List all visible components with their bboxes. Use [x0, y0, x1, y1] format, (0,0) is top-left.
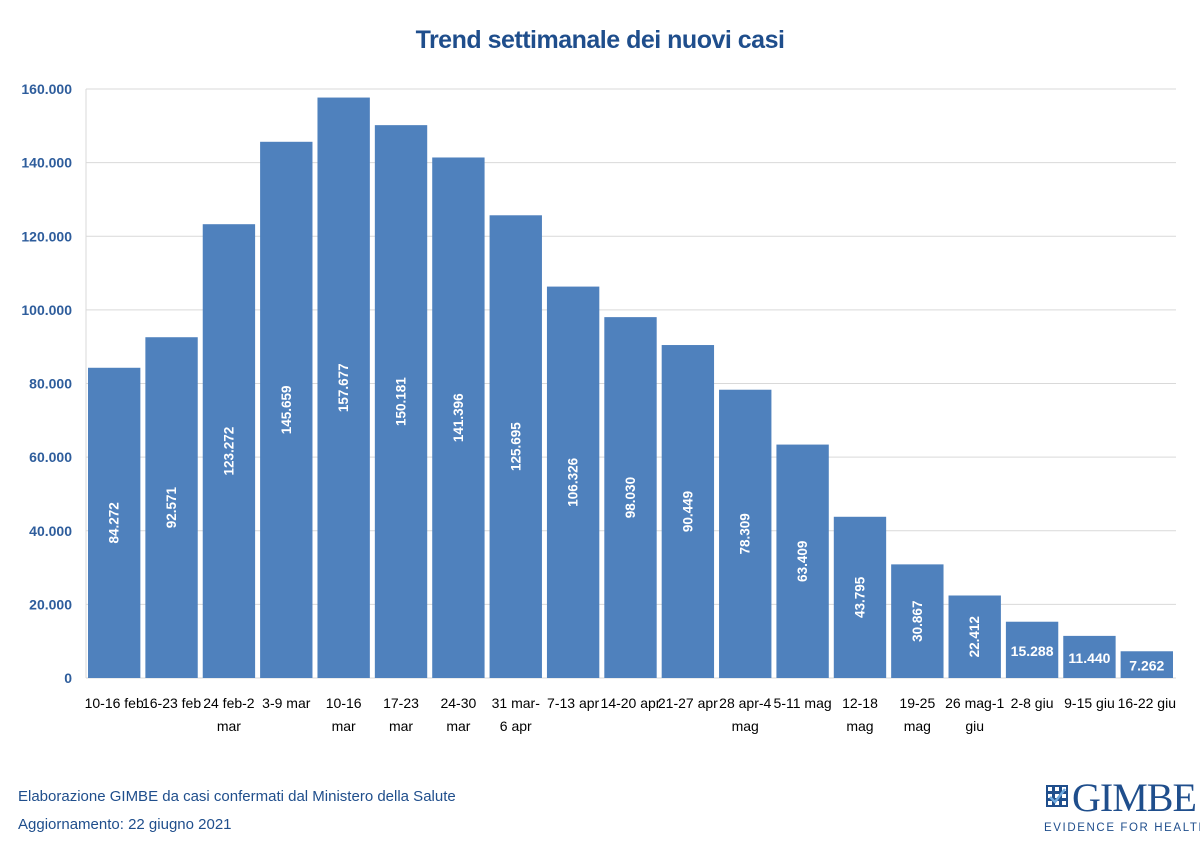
x-tick-label: 14-20 apr [601, 695, 661, 711]
data-label: 43.795 [852, 576, 867, 618]
bar [661, 345, 715, 678]
y-tick-label: 20.000 [29, 596, 72, 612]
data-label: 78.309 [738, 513, 753, 554]
x-tick-label: 24 feb-2 mar [203, 695, 255, 734]
bar [1120, 651, 1173, 678]
bar [719, 389, 772, 678]
data-label: 84.272 [107, 502, 122, 543]
footer-update: Aggiornamento: 22 giugno 2021 [18, 816, 232, 833]
y-tick-label: 0 [64, 670, 72, 686]
data-label: 90.449 [680, 491, 695, 532]
data-label: 11.440 [1068, 650, 1110, 666]
data-label: 150.181 [394, 377, 409, 426]
gimbe-logo: GIMBE EVIDENCE FOR HEALTH [1044, 776, 1200, 836]
data-label: 123.272 [221, 427, 236, 476]
x-tick-label: 5-11 mag [774, 695, 832, 711]
y-tick-label: 120.000 [21, 228, 72, 244]
bar [604, 317, 657, 678]
bar [948, 595, 1001, 678]
x-tick-label: 17-23 mar [383, 695, 419, 734]
bars: 84.272 92.571 123.272 145.659 157.677 150.181… [88, 97, 1173, 679]
footer: Elaborazione GIMBE da casi confermati da… [18, 783, 456, 839]
bar [145, 337, 198, 678]
data-label: 141.396 [451, 393, 466, 442]
logo-tagline: EVIDENCE FOR HEALTH [1044, 822, 1200, 834]
bar [489, 215, 542, 678]
bar [891, 564, 944, 678]
y-tick-label: 140.000 [21, 155, 72, 171]
logo-wordmark: GIMBE [1072, 775, 1197, 820]
data-label: 63.409 [795, 541, 810, 582]
bar-chart: 84.272 92.571 123.272 145.659 157.677 150.181… [21, 81, 1176, 734]
data-label: 7.262 [1129, 658, 1164, 674]
bar [546, 286, 600, 678]
x-tick-label: 10-16 mar [326, 695, 362, 734]
bar [260, 141, 313, 679]
x-tick-label: 28 apr-4 mag [719, 695, 771, 734]
data-label: 15.288 [1011, 643, 1054, 659]
gimbe-grid-logo-icon [1046, 785, 1068, 807]
data-label: 106.326 [566, 457, 581, 506]
bar [776, 444, 829, 678]
data-label: 30.867 [910, 601, 925, 642]
bar [374, 125, 428, 679]
y-tick-label: 80.000 [29, 376, 72, 392]
chart-title: Trend settimanale dei nuovi casi [415, 26, 785, 54]
x-tick-label: 26 mag-1 giu [945, 695, 1004, 734]
data-label: 98.030 [623, 477, 638, 518]
data-label: 22.412 [967, 616, 982, 657]
data-label: 92.571 [164, 486, 179, 528]
data-label: 145.659 [279, 385, 294, 434]
data-label: 157.677 [336, 363, 351, 412]
y-tick-label: 160.000 [21, 81, 72, 97]
bar [317, 97, 370, 679]
y-tick-label: 60.000 [29, 449, 72, 465]
x-tick-label: 19-25 mag [899, 695, 935, 734]
x-tick-label: 16-22 giu [1118, 695, 1176, 711]
footer-source: Elaborazione GIMBE da casi confermati da… [18, 788, 456, 805]
bar [432, 157, 485, 679]
x-tick-label: 24-30 mar [440, 695, 476, 734]
x-tick-label: 12-18 mag [842, 695, 878, 734]
bar [833, 516, 887, 678]
data-label: 125.695 [508, 422, 523, 471]
x-tick-label: 2-8 giu [1011, 695, 1054, 711]
bar [88, 367, 141, 678]
x-tick-label: 31 mar-6 apr [492, 695, 541, 734]
x-tick-label: 21-27 apr [658, 695, 718, 711]
x-tick-label: 10-16 feb [85, 695, 144, 711]
x-tick-label: 7-13 apr [547, 695, 599, 711]
y-tick-label: 40.000 [29, 523, 72, 539]
bar [1005, 621, 1059, 678]
x-tick-label: 16-23 feb [142, 695, 201, 711]
y-tick-label: 100.000 [21, 302, 72, 318]
x-tick-label: 9-15 giu [1064, 695, 1115, 711]
bar [1063, 635, 1116, 678]
x-tick-label: 3-9 mar [262, 695, 311, 711]
y-axis-ticks: 0 20.000 40.000 60.000 80.000 100.000 120.000 1… [21, 81, 72, 686]
bar [202, 224, 256, 678]
